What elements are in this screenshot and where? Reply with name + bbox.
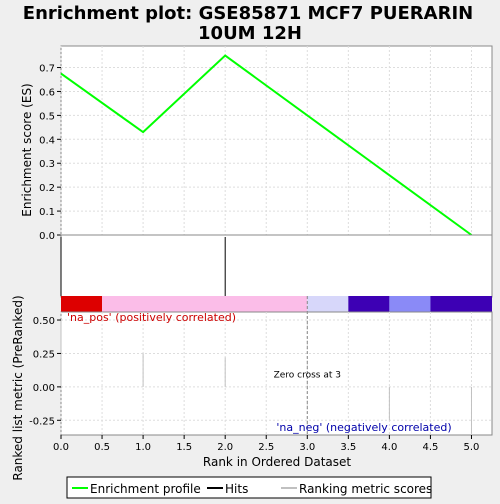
legend-label: Ranking metric scores (299, 482, 432, 496)
es-y-tick-label: 0.3 (39, 159, 55, 170)
x-tick-label: 4.0 (381, 442, 397, 453)
es-y-tick-label: 0.7 (39, 64, 55, 75)
es-axis-label: Enrichment score (ES) (20, 83, 34, 216)
metric-panel-frame (60, 311, 493, 436)
es-y-tick-label: 0.2 (39, 183, 55, 194)
metric-y-tick-label: -0.25 (29, 416, 55, 427)
x-tick-label: 1.5 (176, 442, 192, 453)
color-bar-segment (348, 296, 390, 312)
metric-y-tick-label: 0.50 (33, 316, 55, 327)
metric-axis-label: Ranked list metric (PreRanked) (11, 295, 25, 480)
metric-bars (60, 320, 472, 434)
x-tick-label: 3.5 (340, 442, 356, 453)
x-axis-label: Rank in Ordered Dataset (203, 455, 351, 469)
metric-y-ticks: 0.50 0.25 0.00 -0.25 (29, 316, 61, 427)
color-bar-segment (389, 296, 431, 312)
es-panel-frame (60, 45, 493, 236)
x-tick-label: 1.0 (135, 442, 151, 453)
x-tick-label: 2.5 (258, 442, 274, 453)
x-tick-label: 2.0 (217, 442, 233, 453)
es-y-ticks: 0.0 0.1 0.2 0.3 0.4 0.5 0.6 0.7 (39, 64, 61, 242)
es-y-tick-label: 0.4 (39, 135, 55, 146)
chart-title-line2: 10UM 12H (198, 23, 302, 44)
zero-cross-label: Zero cross at 3 (274, 371, 341, 381)
legend-box (66, 476, 432, 499)
chart-title-line1: Enrichment plot: GSE85871 MCF7 PUERARIN (23, 3, 473, 24)
positive-correlation-label: 'na_pos' (positively correlated) (67, 311, 236, 324)
es-y-tick-label: 0.1 (39, 207, 55, 218)
x-ticks: 0.0 0.5 1.0 1.5 2.0 2.5 3.0 3.5 4.0 4.5 5.0 (53, 435, 479, 453)
hits-marks (60, 237, 226, 296)
legend-label: Hits (225, 482, 248, 496)
color-bar-segment (61, 296, 103, 312)
x-tick-label: 0.0 (53, 442, 69, 453)
enrichment-profile-line (60, 54, 473, 236)
negative-correlation-label: 'na_neg' (negatively correlated) (276, 421, 451, 434)
color-bar-segment (307, 296, 349, 312)
legend: Enrichment profile Hits Ranking metric sco… (72, 482, 432, 496)
ranking-color-bar (61, 296, 492, 312)
metric-y-tick-label: 0.00 (33, 383, 55, 394)
es-y-tick-label: 0.5 (39, 111, 55, 122)
metric-y-tick-label: 0.25 (33, 349, 55, 360)
color-bar-segment (102, 296, 308, 312)
hits-panel-frame (60, 234, 493, 298)
x-tick-label: 4.5 (422, 442, 438, 453)
es-y-tick-label: 0.0 (39, 231, 55, 242)
x-tick-label: 0.5 (94, 442, 110, 453)
es-y-tick-label: 0.6 (39, 87, 55, 98)
x-tick-label: 3.0 (299, 442, 315, 453)
color-bar-segment (430, 296, 492, 312)
legend-label: Enrichment profile (90, 482, 201, 496)
x-tick-label: 5.0 (464, 442, 480, 453)
